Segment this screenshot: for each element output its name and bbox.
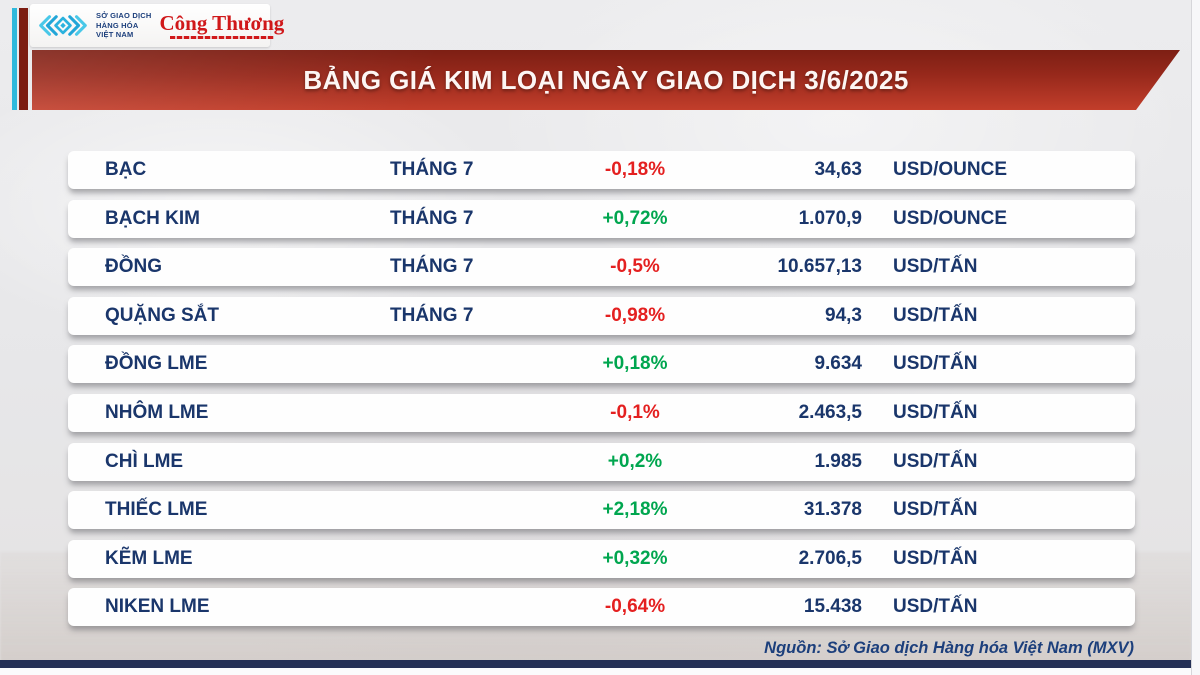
change-percent: -0,18% — [604, 159, 666, 180]
mxv-logo-text: SỞ GIAO DỊCH HÀNG HÓA VIỆT NAM — [96, 11, 151, 39]
commodity-name: NIKEN LME — [105, 596, 210, 618]
price-unit: USD/TẤN — [893, 596, 978, 618]
mxv-logo-line2: HÀNG HÓA — [96, 20, 139, 30]
price-value: 2.463,5 — [798, 401, 862, 423]
table-row: NHÔM LME -0,1% 2.463,5 USD/TẤN — [68, 393, 1135, 432]
price-value: 1.070,9 — [798, 207, 862, 229]
change-percent: -0,1% — [610, 401, 660, 423]
price-value: 2.706,5 — [798, 547, 862, 569]
change-percent: +0,72% — [602, 207, 668, 229]
price-unit: USD/TẤN — [893, 547, 978, 569]
left-accent-stripe-maroon — [19, 8, 28, 110]
change-percent: -0,98% — [604, 304, 666, 326]
price-unit: USD/TẤN — [893, 353, 978, 375]
change-percent: +0,18% — [602, 353, 668, 375]
price-unit: USD/OUNCE — [893, 159, 1008, 180]
price-unit: USD/OUNCE — [893, 207, 1008, 229]
table-row: ĐỒNG LME +0,18% 9.634 USD/TẤN — [68, 345, 1135, 384]
table-row: BẠCH KIM THÁNG 7 +0,72% 1.070,9 USD/OUNC… — [68, 199, 1135, 238]
title-banner: BẢNG GIÁ KIM LOẠI NGÀY GIAO DỊCH 3/6/202… — [32, 50, 1180, 110]
price-value: 1.985 — [814, 450, 862, 472]
contract-month: THÁNG 7 — [390, 256, 474, 278]
table-row: NIKEN LME -0,64% 15.438 USD/TẤN — [68, 588, 1135, 627]
price-value: 9.634 — [814, 353, 862, 375]
source-note: Nguồn: Sở Giao dịch Hàng hóa Việt Nam (M… — [764, 639, 1134, 657]
commodity-name: NHÔM LME — [105, 401, 209, 423]
price-unit: USD/TẤN — [893, 256, 978, 278]
table-row: KẼM LME +0,32% 2.706,5 USD/TẤN — [68, 539, 1135, 578]
price-unit: USD/TẤN — [893, 304, 978, 326]
commodity-name: BẠC — [105, 159, 147, 180]
commodity-name: BẠCH KIM — [105, 207, 200, 229]
congthuong-logo: Công Thương — [159, 10, 285, 39]
commodity-name: KẼM LME — [105, 547, 193, 569]
commodity-name: ĐỒNG LME — [105, 353, 208, 375]
mxv-logo-line1: SỞ GIAO DỊCH — [96, 11, 152, 21]
congthuong-tagline-line — [169, 35, 274, 39]
commodity-name: CHÌ LME — [105, 450, 184, 472]
table-row: QUẶNG SẮT THÁNG 7 -0,98% 94,3 USD/TẤN — [68, 296, 1135, 335]
table-row: THIẾC LME +2,18% 31.378 USD/TẤN — [68, 491, 1135, 530]
price-value: 10.657,13 — [777, 256, 862, 278]
table-row: CHÌ LME +0,2% 1.985 USD/TẤN — [68, 442, 1135, 481]
change-percent: -0,5% — [610, 256, 660, 278]
contract-month: THÁNG 7 — [390, 207, 474, 229]
bottom-white-strip — [0, 668, 1200, 675]
page-title: BẢNG GIÁ KIM LOẠI NGÀY GIAO DỊCH 3/6/202… — [303, 64, 909, 95]
contract-month: THÁNG 7 — [390, 159, 474, 180]
change-percent: +2,18% — [602, 499, 668, 521]
change-percent: +0,32% — [602, 547, 668, 569]
right-edge-strip — [1191, 0, 1200, 675]
congthuong-wordmark: Công Thương — [159, 10, 285, 35]
change-percent: -0,64% — [604, 596, 666, 618]
table-row: ĐỒNG THÁNG 7 -0,5% 10.657,13 USD/TẤN — [68, 248, 1135, 287]
price-unit: USD/TẤN — [893, 401, 978, 423]
table-row: BẠC THÁNG 7 -0,18% 34,63 USD/OUNCE — [68, 151, 1135, 189]
left-accent-stripe-cyan — [12, 8, 17, 110]
price-value: 15.438 — [803, 596, 862, 618]
commodity-name: QUẶNG SẮT — [105, 304, 219, 326]
price-table: BẠC THÁNG 7 -0,18% 34,63 USD/OUNCE BẠCH … — [68, 151, 1135, 627]
bottom-navy-bar — [0, 660, 1191, 668]
logo-plate: SỞ GIAO DỊCH HÀNG HÓA VIỆT NAM Công Thươ… — [30, 4, 284, 47]
price-unit: USD/TẤN — [893, 450, 978, 472]
commodity-name: ĐỒNG — [105, 256, 162, 278]
price-value: 31.378 — [803, 499, 862, 521]
commodity-name: THIẾC LME — [105, 499, 208, 521]
mxv-logo-line3: VIỆT NAM — [96, 30, 134, 40]
price-unit: USD/TẤN — [893, 499, 978, 521]
mxv-logo-icon — [39, 15, 87, 36]
price-value: 34,63 — [814, 159, 862, 180]
price-value: 94,3 — [825, 304, 862, 326]
change-percent: +0,2% — [607, 450, 663, 472]
contract-month: THÁNG 7 — [390, 304, 474, 326]
